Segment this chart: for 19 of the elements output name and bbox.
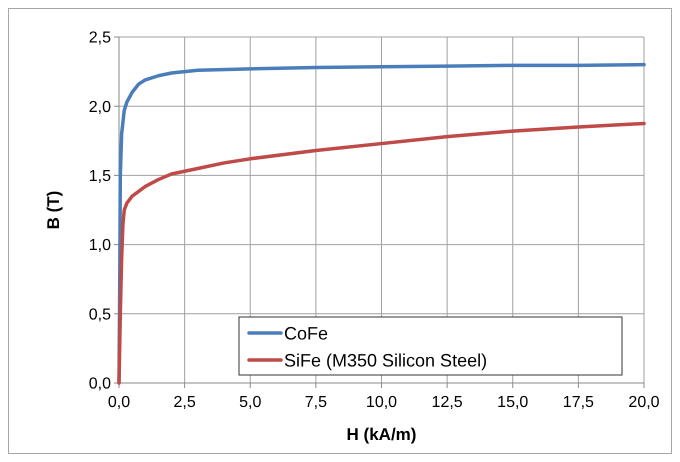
legend-label: SiFe (M350 Silicon Steel): [284, 350, 488, 370]
y-tick-label: 0,5: [88, 306, 112, 324]
y-tick-label: 0,0: [88, 376, 112, 393]
x-tick-label: 5,0: [239, 394, 262, 411]
x-tick-label: 10,0: [366, 394, 398, 411]
y-tick-label: 2,0: [88, 98, 112, 116]
x-tick-label: 17,5: [562, 394, 594, 411]
x-tick-label: 15,0: [497, 394, 528, 411]
y-tick-label: 1,5: [88, 168, 112, 185]
y-axis-title: B (T): [44, 190, 63, 230]
x-axis-title: H (kA/m): [346, 425, 416, 444]
x-tick-label: 20,0: [628, 394, 660, 411]
x-tick-label: 12,5: [432, 394, 463, 411]
x-tick-label: 2,5: [174, 394, 196, 411]
y-tick-label: 2,5: [88, 30, 112, 47]
x-tick-label: 7,5: [304, 394, 328, 411]
y-tick-label: 1,0: [88, 237, 112, 254]
x-tick-label: 0,0: [108, 394, 130, 411]
legend-label: CoFe: [284, 323, 328, 344]
